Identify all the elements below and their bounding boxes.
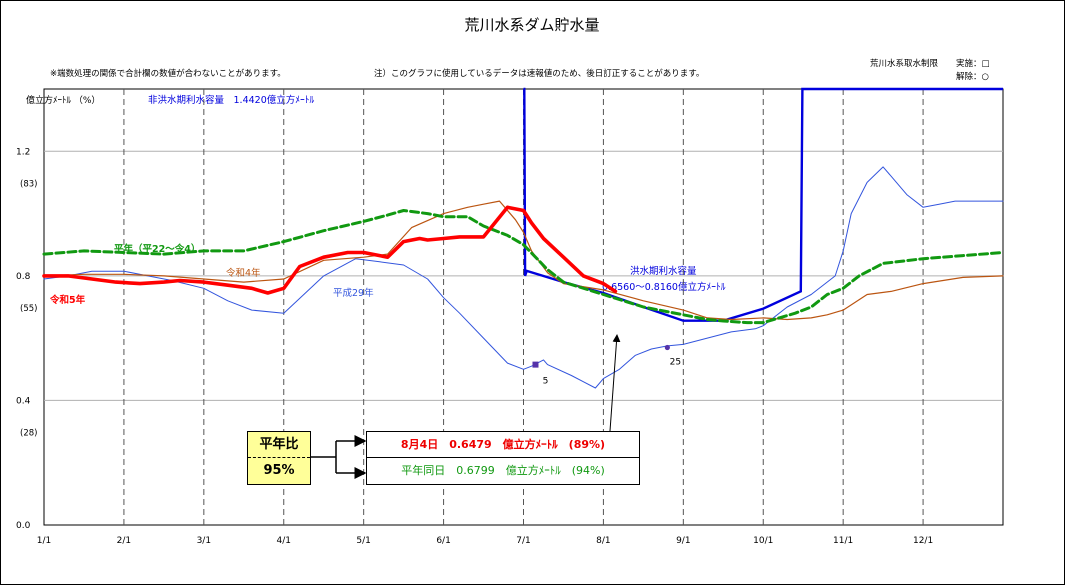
summary-normal: 平年同日 0.6799 億立方ﾒｰﾄﾙ (94%) (401, 464, 605, 477)
y-tick-label: 1.2 (16, 147, 30, 157)
non-flood-capacity-label: 非洪水期利水容量 1.4420億立方ﾒｰﾄﾙ (148, 94, 314, 106)
x-tick-label: 8/1 (596, 536, 610, 546)
x-tick-label: 11/1 (833, 536, 853, 546)
series-label: 令和5年 (49, 294, 86, 306)
restriction-legend-enacted: 実施：□ (956, 58, 990, 69)
restriction-mark-label: 5 (543, 377, 549, 387)
series-label: 平成29年 (333, 287, 374, 299)
label-layer: 0.0 0.4 (28) 0.8 (55) 1.2 (83) 1/1 2/1 3/1 4/1 5/1 6… (16, 147, 933, 546)
ratio-box: 平年比 95% (247, 431, 311, 485)
restriction-legend-lifted: 解除：○ (956, 71, 989, 82)
chart-title: 荒川水系ダム貯水量 (464, 16, 599, 34)
x-tick-label: 12/1 (913, 536, 933, 546)
flood-capacity-label-2: 0.6560～0.8160億立方ﾒｰﾄﾙ (602, 281, 726, 293)
restriction-lifted-marker (664, 344, 670, 351)
x-tick-label: 9/1 (676, 536, 690, 546)
x-tick-label: 10/1 (753, 536, 773, 546)
ratio-label: 平年比 (248, 432, 310, 458)
x-tick-label: 3/1 (197, 536, 211, 546)
summary-today: 8月4日 0.6479 億立方ﾒｰﾄﾙ (89%) (367, 432, 639, 458)
y-tick-label: 0.4 (16, 396, 31, 406)
preliminary-note: 注）このグラフに使用しているデータは速報値のため、後日訂正することがあります。 (374, 68, 704, 79)
x-tick-label: 2/1 (117, 536, 131, 546)
series-label: 令和4年 (226, 267, 261, 279)
ratio-value: 95% (263, 463, 295, 478)
y-axis-label: 億立方ﾒｰﾄﾙ （%） (26, 94, 100, 106)
y-tick-label: 0.0 (16, 521, 31, 531)
flood-capacity-label-1: 洪水期利水容量 (630, 265, 697, 277)
series-layer (42, 87, 1005, 479)
series-line (42, 209, 1005, 325)
x-tick-label: 6/1 (436, 536, 450, 546)
restriction-mark-label: 25 (670, 357, 681, 367)
x-tick-label: 1/1 (37, 536, 51, 546)
series-line (42, 205, 618, 295)
series-line (43, 200, 1004, 321)
y-pct-label: (55) (20, 304, 37, 314)
x-tick-label: 4/1 (277, 536, 291, 546)
series-label: 平年（平22～令4） (114, 243, 200, 255)
x-tick-label: 7/1 (516, 536, 530, 546)
y-tick-label: 0.8 (16, 272, 31, 282)
restriction-legend-title: 荒川水系取水制限 (870, 58, 939, 69)
y-pct-label: (28) (20, 428, 37, 438)
series-line (43, 166, 1004, 389)
summary-box: 8月4日 0.6479 億立方ﾒｰﾄﾙ (89%) 平年同日 0.6799 億立… (366, 431, 640, 485)
restriction-enacted-marker (532, 361, 539, 368)
current-point-pointer (609, 334, 621, 432)
x-tick-label: 5/1 (356, 536, 370, 546)
capacity-line (523, 87, 1003, 322)
y-pct-label: (83) (20, 179, 37, 189)
rounding-note: ※端数処理の関係で合計欄の数値が合わないことがあります。 (50, 68, 286, 79)
